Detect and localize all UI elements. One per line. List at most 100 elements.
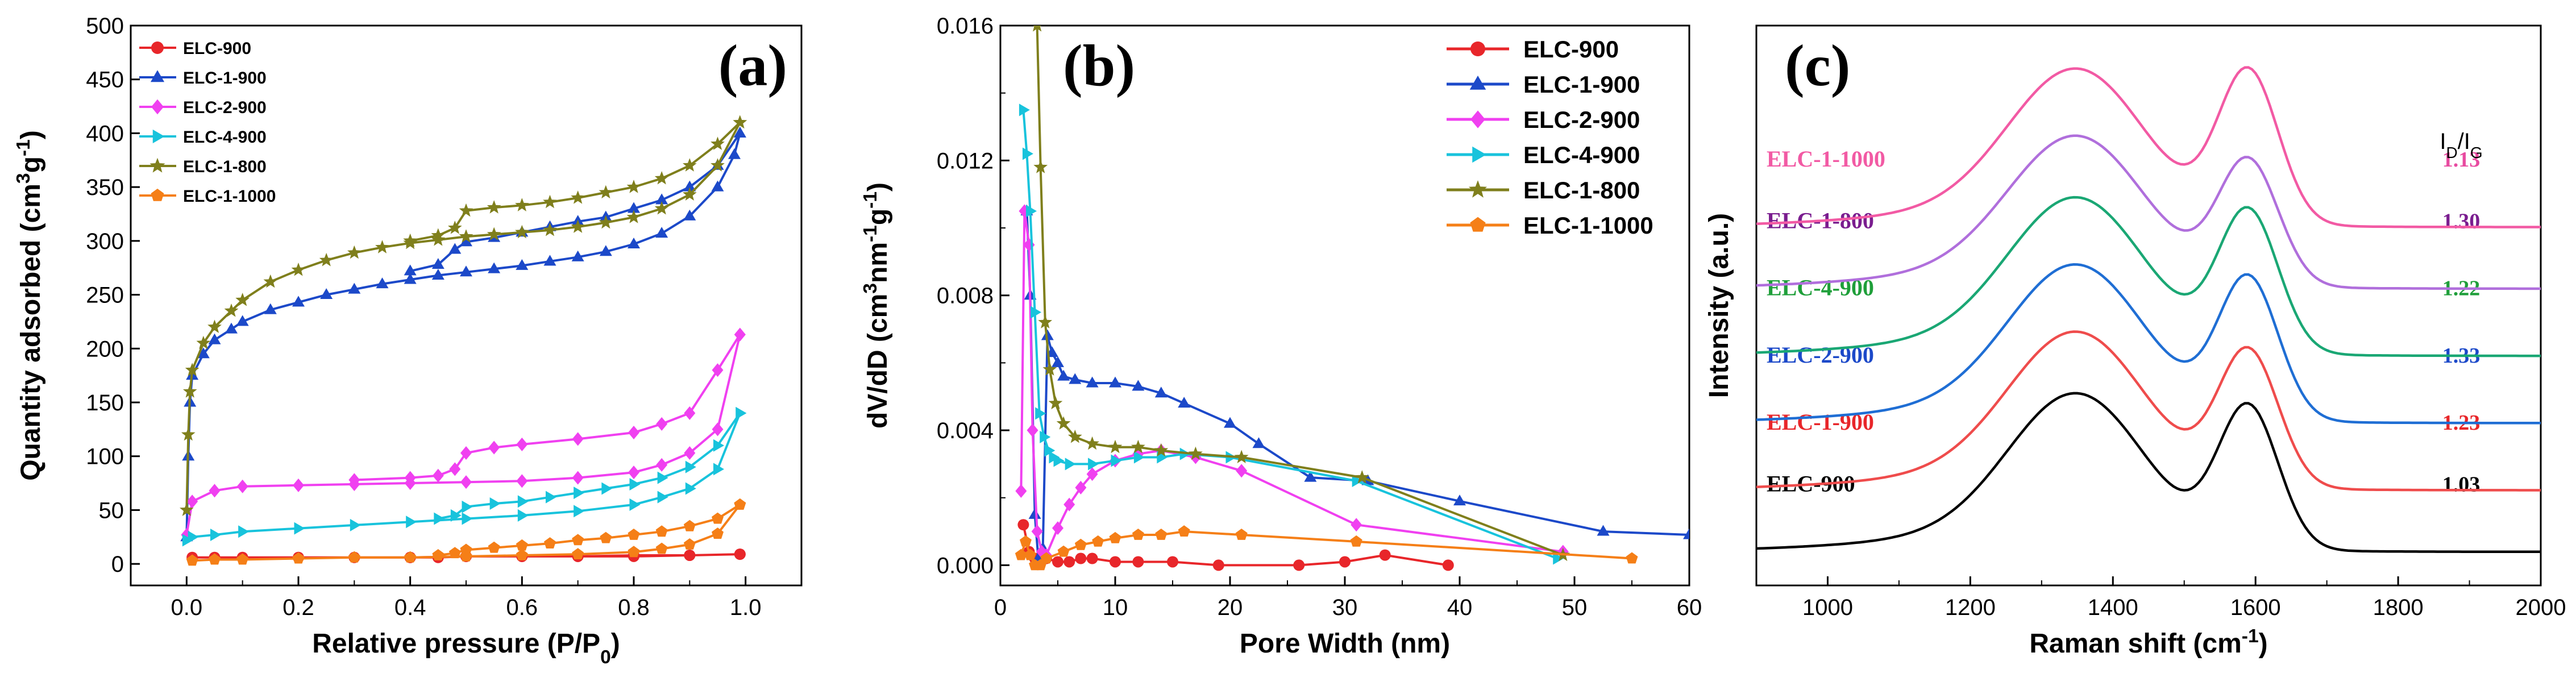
panel-b-point (1075, 480, 1087, 494)
panel-a-series-elc-1-1000 (186, 498, 746, 566)
panel-a-point (462, 500, 473, 513)
panel-a-point (544, 537, 556, 548)
panel-a-point (571, 250, 584, 261)
panel-b-point (1132, 380, 1145, 391)
panel-b-point (1154, 443, 1169, 457)
panel-b-point (1042, 362, 1057, 376)
panel-b-xtick-label: 40 (1447, 595, 1473, 620)
panel-a-point (601, 482, 613, 495)
panel-a-point (572, 471, 584, 485)
panel-a-point (516, 437, 528, 451)
panel-a-point (406, 516, 417, 529)
panel-a-point (208, 333, 221, 344)
panel-c-series-elc-1-900: ELC-1-900 1.23 (1756, 330, 2541, 492)
panel-b-series-elc-1-900 (1020, 204, 1689, 563)
panel-a-point (629, 498, 641, 511)
panel-a-point (599, 215, 613, 229)
panel-a-point (600, 531, 612, 543)
panel-b-point (1092, 535, 1104, 547)
panel-b-point (1086, 552, 1098, 564)
panel-a-point (431, 228, 446, 242)
panel-b-point (1026, 205, 1037, 218)
panel-a-point (711, 180, 724, 192)
panel-b-xtick-label: 0 (994, 595, 1007, 620)
panel-a-point (517, 495, 529, 508)
panel-b-point (1350, 535, 1362, 547)
panel-a: 0.0 0.2 0.4 0.6 0.8 1.0 0 50 100 150 200 250 300 350 4… (13, 14, 803, 668)
panel-a-point (734, 548, 746, 560)
panel-a-point (657, 491, 668, 504)
panel-a-point (403, 233, 417, 247)
panel-a-point (711, 136, 725, 150)
panel-a-legend-marker (150, 70, 165, 82)
panel-a-point (434, 512, 445, 525)
panel-a-point (236, 553, 249, 565)
panel-b-legend: ELC-900 ELC-1-900 ELC-2-900 ELC-4-900 ELC-1-… (1447, 36, 1653, 239)
panel-b-point (1035, 407, 1046, 420)
panel-b-series-elc-4-900 (1019, 103, 1564, 565)
panel-a-point (294, 522, 305, 535)
panel-a-ytick-label: 350 (86, 175, 124, 200)
panel-c-ratio-header: ID/IG (2440, 129, 2482, 161)
panel-a-legend-label: ELC-900 (183, 39, 251, 58)
panel-b-point (1015, 548, 1027, 560)
panel-a-point (348, 551, 360, 563)
panel-a-point (516, 539, 528, 551)
panel-a-point (655, 227, 668, 238)
panel-b-point (1085, 436, 1099, 450)
panel-a-point (375, 240, 389, 254)
panel-b-point (1178, 525, 1190, 537)
panel-b-point (1683, 528, 1689, 539)
panel-b-legend-marker (1469, 76, 1486, 90)
panel-c-ratio-value: 1.13 (2442, 148, 2481, 172)
panel-a-legend-marker (152, 129, 165, 144)
panel-a-point (684, 446, 696, 460)
panel-a-point (683, 538, 696, 550)
panel-a-point (488, 541, 500, 553)
panel-a-point (180, 502, 194, 516)
panel-a-point (515, 225, 529, 239)
panel-a-label: (a) (718, 33, 787, 98)
panel-b-ylabel: dV/dD (cm3nm-1g-1) (860, 182, 894, 429)
panel-b-point (1553, 552, 1564, 565)
panel-a-legend-marker (151, 41, 164, 54)
panel-b-point (1040, 552, 1053, 564)
panel-a-ytick-label: 450 (86, 68, 124, 93)
panel-b-point (1088, 458, 1099, 471)
panel-b-xtick-label: 50 (1562, 595, 1588, 620)
panel-c-series-elc-1-1000: ELC-1-1000 1.13 (1756, 66, 2541, 228)
panel-b-point (1063, 497, 1075, 512)
panel-c-line-elc-1-800 (1756, 134, 2541, 290)
panel-a-xtick-label: 0.2 (282, 595, 314, 620)
panel-a-point (516, 259, 529, 270)
panel-a-point (460, 543, 472, 555)
panel-a-point (656, 458, 668, 472)
panel-a-point (655, 193, 668, 205)
panel-b-point (1132, 556, 1144, 568)
panel-a-point (655, 542, 668, 554)
panel-b-xtick-label: 60 (1677, 595, 1702, 620)
panel-a-point (683, 187, 697, 201)
panel-a-point (734, 498, 746, 510)
panel-b-point (1339, 556, 1351, 568)
panel-a-point (655, 525, 668, 537)
panel-b-point (1052, 556, 1063, 568)
panel-a-point (432, 468, 444, 483)
panel-b-point (1132, 529, 1144, 540)
panel-b-line-elc-4-900 (1022, 110, 1558, 560)
panel-c-label: (c) (1785, 33, 1850, 98)
panel-a-point (516, 549, 528, 560)
panel-b-legend-label: ELC-900 (1523, 36, 1619, 63)
panel-b-line-elc-1-900 (1025, 211, 1689, 559)
panel-b-point (1355, 470, 1369, 484)
panel-a-point (728, 148, 741, 159)
panel-c-xtick-label: 1800 (2373, 595, 2424, 620)
panel-a-point (572, 534, 584, 546)
panel-a-point (460, 475, 472, 489)
panel-a-ytick-label: 200 (86, 336, 124, 361)
panel-a-point (235, 293, 250, 306)
panel-a-point (448, 221, 462, 234)
panel-a-xtick-label: 1.0 (730, 595, 762, 620)
panel-a-point (543, 255, 556, 266)
